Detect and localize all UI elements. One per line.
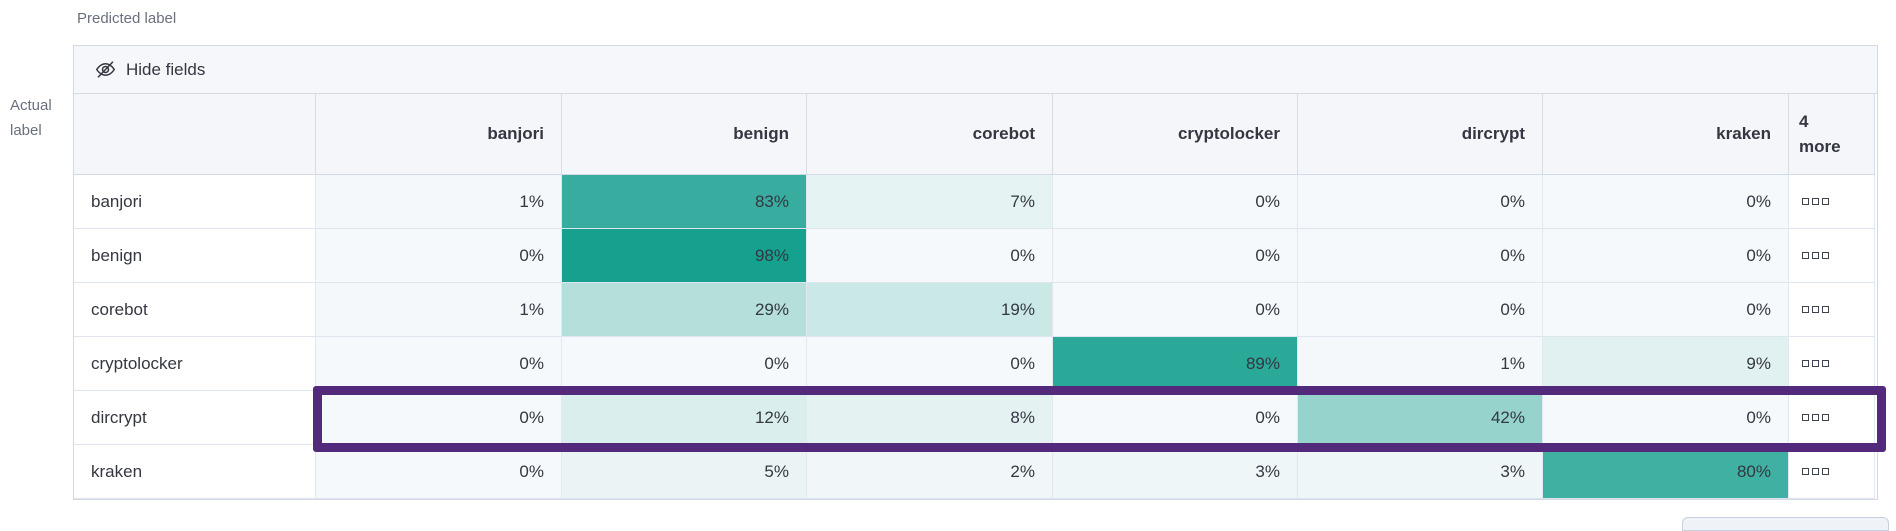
boxes-horizontal-icon: [1802, 468, 1829, 475]
cell-dircrypt-kraken[interactable]: 0%: [1543, 391, 1789, 445]
cell-banjori-cryptolocker[interactable]: 0%: [1053, 175, 1298, 229]
cell-kraken-benign[interactable]: 5%: [562, 445, 807, 499]
cell-kraken-dircrypt[interactable]: 3%: [1298, 445, 1543, 499]
boxes-horizontal-icon: [1802, 252, 1829, 259]
confusion-matrix-panel: Hide fields banjori benign corebot cryptolo…: [73, 45, 1878, 500]
actual-axis-label-line2: label: [10, 122, 42, 139]
cell-corebot-cryptolocker[interactable]: 0%: [1053, 283, 1298, 337]
header-cell-row-labels: [74, 94, 316, 175]
header-cell-kraken[interactable]: kraken: [1543, 94, 1789, 175]
row-label-banjori[interactable]: banjori: [74, 175, 316, 229]
row-label-kraken[interactable]: kraken: [74, 445, 316, 499]
cell-benign-cryptolocker[interactable]: 0%: [1053, 229, 1298, 283]
cell-corebot-corebot[interactable]: 19%: [807, 283, 1053, 337]
row-more-actions-banjori[interactable]: [1789, 175, 1875, 229]
row-label-cryptolocker[interactable]: cryptolocker: [74, 337, 316, 391]
row-label-benign[interactable]: benign: [74, 229, 316, 283]
cell-cryptolocker-banjori[interactable]: 0%: [316, 337, 562, 391]
cell-cryptolocker-cryptolocker[interactable]: 89%: [1053, 337, 1298, 391]
cell-corebot-dircrypt[interactable]: 0%: [1298, 283, 1543, 337]
header-cell-dircrypt[interactable]: dircrypt: [1298, 94, 1543, 175]
cell-kraken-banjori[interactable]: 0%: [316, 445, 562, 499]
cell-kraken-cryptolocker[interactable]: 3%: [1053, 445, 1298, 499]
header-cell-corebot[interactable]: corebot: [807, 94, 1053, 175]
cell-corebot-benign[interactable]: 29%: [562, 283, 807, 337]
cell-kraken-corebot[interactable]: 2%: [807, 445, 1053, 499]
bottom-right-partial-control[interactable]: [1682, 517, 1889, 531]
header-cell-more-columns[interactable]: 4 more: [1789, 94, 1875, 175]
cell-dircrypt-cryptolocker[interactable]: 0%: [1053, 391, 1298, 445]
row-more-actions-corebot[interactable]: [1789, 283, 1875, 337]
more-columns-count: 4: [1799, 112, 1809, 131]
row-more-actions-cryptolocker[interactable]: [1789, 337, 1875, 391]
cell-benign-banjori[interactable]: 0%: [316, 229, 562, 283]
cell-cryptolocker-kraken[interactable]: 9%: [1543, 337, 1789, 391]
more-columns-word: more: [1799, 137, 1841, 156]
cell-corebot-kraken[interactable]: 0%: [1543, 283, 1789, 337]
row-more-actions-kraken[interactable]: [1789, 445, 1875, 499]
cell-dircrypt-benign[interactable]: 12%: [562, 391, 807, 445]
actual-axis-label: Actual label: [10, 93, 52, 143]
boxes-horizontal-icon: [1802, 306, 1829, 313]
cell-cryptolocker-corebot[interactable]: 0%: [807, 337, 1053, 391]
header-cell-cryptolocker[interactable]: cryptolocker: [1053, 94, 1298, 175]
row-more-actions-benign[interactable]: [1789, 229, 1875, 283]
actual-axis-label-line1: Actual: [10, 97, 52, 114]
confusion-matrix-grid: banjori benign corebot cryptolocker dircrypt…: [74, 94, 1877, 499]
hide-fields-label: Hide fields: [126, 59, 206, 79]
boxes-horizontal-icon: [1802, 360, 1829, 367]
cell-banjori-dircrypt[interactable]: 0%: [1298, 175, 1543, 229]
cell-benign-benign[interactable]: 98%: [562, 229, 807, 283]
header-cell-banjori[interactable]: banjori: [316, 94, 562, 175]
cell-corebot-banjori[interactable]: 1%: [316, 283, 562, 337]
cell-banjori-benign[interactable]: 83%: [562, 175, 807, 229]
boxes-horizontal-icon: [1802, 414, 1829, 421]
hide-fields-button[interactable]: Hide fields: [95, 59, 205, 80]
boxes-horizontal-icon: [1802, 198, 1829, 205]
cell-kraken-kraken[interactable]: 80%: [1543, 445, 1789, 499]
row-label-dircrypt[interactable]: dircrypt: [74, 391, 316, 445]
row-more-actions-dircrypt[interactable]: [1789, 391, 1875, 445]
cell-dircrypt-dircrypt[interactable]: 42%: [1298, 391, 1543, 445]
cell-benign-dircrypt[interactable]: 0%: [1298, 229, 1543, 283]
row-label-corebot[interactable]: corebot: [74, 283, 316, 337]
cell-cryptolocker-dircrypt[interactable]: 1%: [1298, 337, 1543, 391]
predicted-axis-label: Predicted label: [77, 10, 177, 27]
cell-dircrypt-banjori[interactable]: 0%: [316, 391, 562, 445]
eye-closed-icon: [95, 59, 116, 80]
cell-cryptolocker-benign[interactable]: 0%: [562, 337, 807, 391]
cell-banjori-kraken[interactable]: 0%: [1543, 175, 1789, 229]
cell-dircrypt-corebot[interactable]: 8%: [807, 391, 1053, 445]
header-cell-benign[interactable]: benign: [562, 94, 807, 175]
grid-toolbar: Hide fields: [74, 46, 1877, 94]
cell-benign-kraken[interactable]: 0%: [1543, 229, 1789, 283]
cell-banjori-corebot[interactable]: 7%: [807, 175, 1053, 229]
cell-banjori-banjori[interactable]: 1%: [316, 175, 562, 229]
cell-benign-corebot[interactable]: 0%: [807, 229, 1053, 283]
